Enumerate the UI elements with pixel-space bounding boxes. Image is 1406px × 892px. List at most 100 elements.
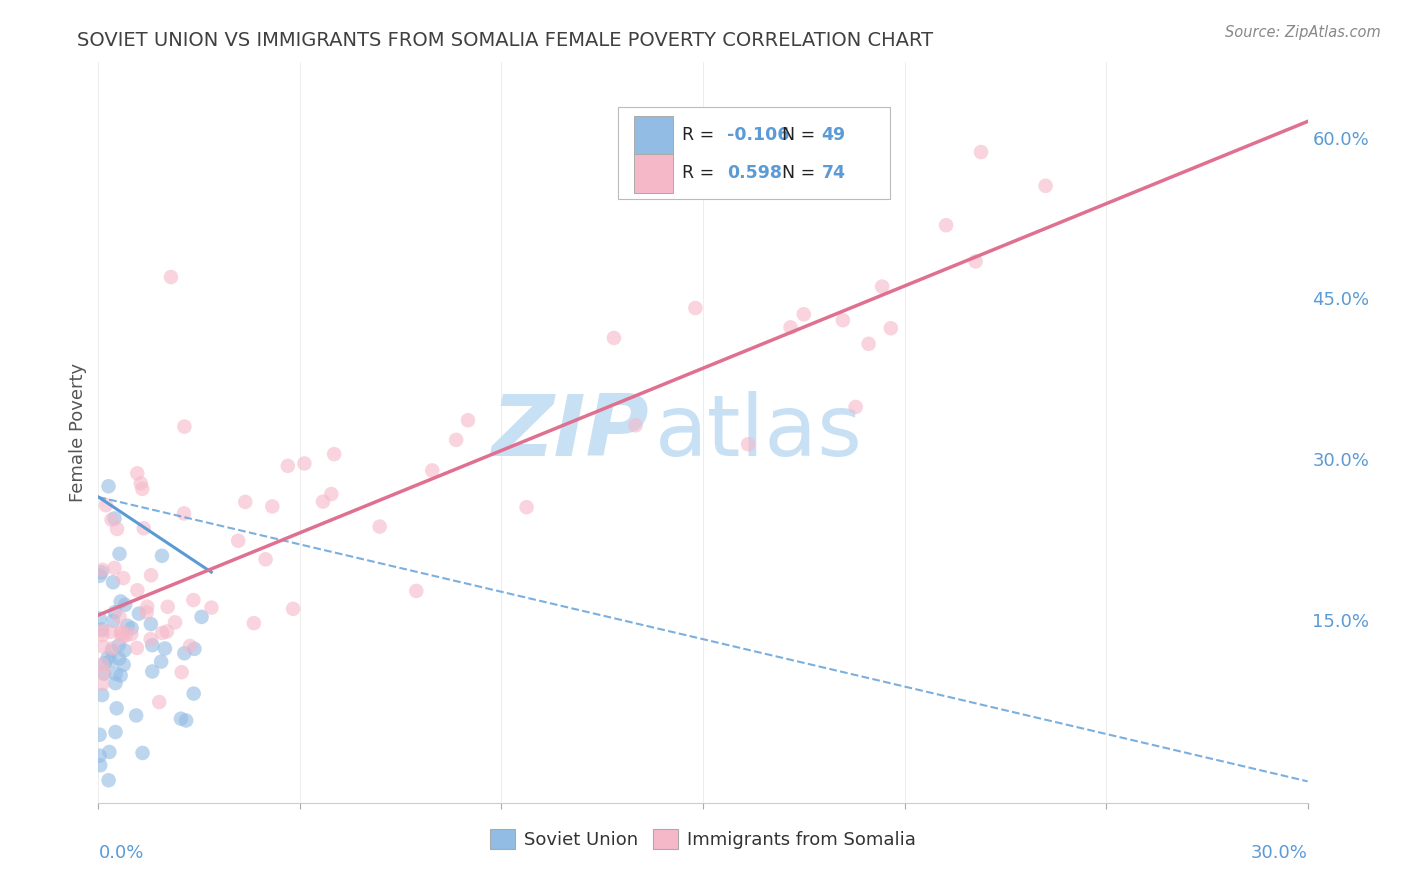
Point	[110, 668, 132, 682]
Point	[131, 746, 153, 760]
Text: N =: N =	[782, 164, 820, 183]
Text: Source: ZipAtlas.com: Source: ZipAtlas.com	[1225, 25, 1381, 40]
Point	[294, 457, 316, 471]
Point	[89, 758, 111, 772]
Point	[183, 641, 205, 656]
Text: -0.106: -0.106	[727, 126, 790, 144]
Point	[685, 301, 707, 315]
Point	[132, 521, 155, 535]
Point	[112, 643, 135, 657]
Point	[174, 714, 197, 728]
Point	[129, 476, 152, 491]
Point	[173, 646, 195, 660]
Point	[737, 437, 759, 451]
Point	[91, 688, 114, 702]
Point	[368, 519, 391, 533]
Point	[110, 594, 132, 608]
Point	[139, 632, 162, 646]
Point	[858, 336, 880, 351]
Point	[420, 463, 443, 477]
Point	[141, 638, 163, 652]
Point	[98, 745, 121, 759]
Point	[457, 413, 479, 427]
Point	[793, 307, 815, 321]
Point	[111, 629, 134, 643]
Point	[101, 614, 124, 628]
Point	[880, 321, 903, 335]
Point	[90, 566, 112, 580]
Text: N =: N =	[782, 126, 820, 144]
Point	[110, 624, 132, 639]
Point	[90, 622, 112, 636]
Point	[91, 640, 114, 654]
Point	[110, 626, 132, 640]
Point	[153, 641, 176, 656]
FancyBboxPatch shape	[634, 116, 672, 154]
Point	[150, 655, 173, 669]
Point	[262, 500, 284, 514]
Point	[135, 605, 157, 619]
Legend: Soviet Union, Immigrants from Somalia: Soviet Union, Immigrants from Somalia	[482, 822, 924, 856]
Point	[148, 695, 170, 709]
Point	[100, 513, 122, 527]
Point	[100, 654, 122, 668]
Text: R =: R =	[682, 126, 720, 144]
Point	[104, 725, 127, 739]
Point	[845, 400, 868, 414]
Point	[101, 641, 124, 656]
Point	[832, 313, 855, 327]
Text: atlas: atlas	[655, 391, 863, 475]
Point	[91, 628, 114, 642]
Point	[93, 665, 115, 680]
Point	[97, 479, 120, 493]
Point	[128, 607, 150, 621]
Point	[104, 676, 127, 690]
Point	[779, 320, 801, 334]
Point	[91, 657, 114, 672]
Point	[100, 624, 122, 639]
Text: 0.0%: 0.0%	[98, 844, 143, 862]
Point	[97, 651, 120, 665]
Point	[281, 602, 304, 616]
Point	[89, 569, 111, 583]
Point	[150, 626, 173, 640]
Point	[117, 618, 139, 632]
Point	[170, 665, 193, 680]
Text: 74: 74	[821, 164, 845, 183]
Text: ZIP: ZIP	[491, 391, 648, 475]
Point	[89, 611, 111, 625]
Point	[226, 533, 249, 548]
Point	[624, 418, 647, 433]
Point	[150, 549, 173, 563]
Point	[516, 500, 538, 515]
Point	[89, 748, 111, 763]
Point	[121, 621, 143, 635]
Point	[108, 651, 131, 665]
Point	[935, 218, 957, 232]
Point	[91, 677, 114, 691]
Point	[103, 561, 125, 575]
Point	[93, 666, 115, 681]
Point	[179, 639, 201, 653]
Point	[254, 552, 277, 566]
Point	[965, 254, 987, 268]
Point	[114, 598, 136, 612]
Point	[444, 433, 467, 447]
Point	[136, 599, 159, 614]
Point	[405, 583, 427, 598]
Point	[170, 712, 193, 726]
Point	[173, 507, 195, 521]
Point	[200, 600, 222, 615]
Point	[108, 547, 131, 561]
Point	[139, 617, 162, 632]
Point	[103, 511, 125, 525]
Point	[233, 495, 256, 509]
Point	[125, 708, 148, 723]
Point	[156, 599, 179, 614]
Text: 0.598: 0.598	[727, 164, 782, 183]
Point	[89, 728, 111, 742]
Point	[94, 657, 117, 671]
Point	[603, 331, 626, 345]
Point	[277, 458, 299, 473]
Point	[312, 494, 335, 508]
